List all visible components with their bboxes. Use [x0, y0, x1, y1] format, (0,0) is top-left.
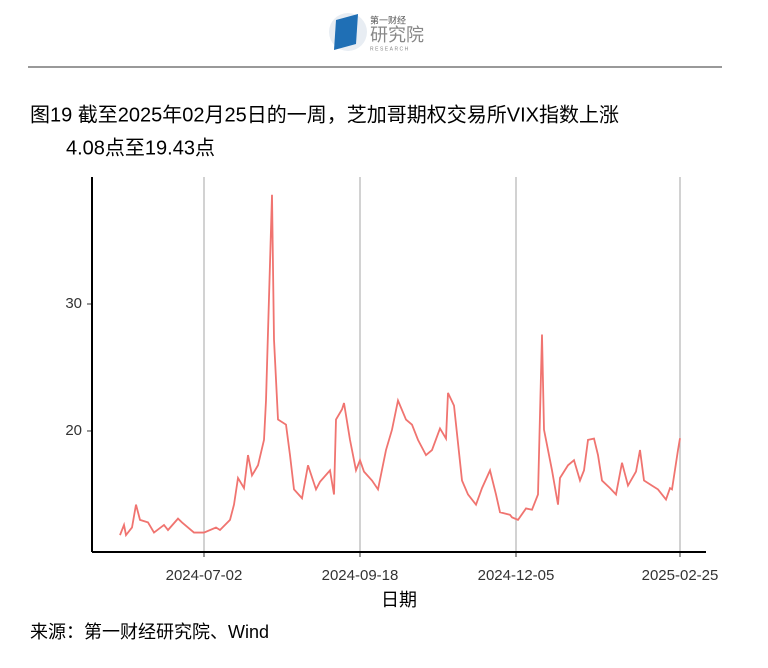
logo-main: 研究院 — [370, 25, 424, 45]
logo-sub: RESEARCH — [370, 46, 410, 52]
x-axis-label: 日期 — [381, 590, 417, 610]
logo-top: 第一财经 — [370, 14, 406, 25]
y-tick-label: 20 — [65, 422, 82, 439]
x-tick-label: 2025-02-25 — [642, 567, 719, 584]
x-tick-label: 2024-07-02 — [166, 567, 243, 584]
data-line — [119, 194, 681, 538]
logo-icon — [334, 14, 358, 50]
x-tick-label: 2024-09-18 — [322, 567, 399, 584]
chart-title: 4.08点至19.43点 — [66, 136, 215, 159]
source-note: 来源：第一财经研究院、Wind — [30, 622, 269, 642]
y-tick-label: 30 — [65, 295, 82, 312]
chart-title: 图19 截至2025年02月25日的一周，芝加哥期权交易所VIX指数上涨 — [30, 103, 619, 126]
x-tick-label: 2024-12-05 — [478, 567, 555, 584]
logo: 第一财经 研究院 RESEARCH — [329, 13, 424, 52]
